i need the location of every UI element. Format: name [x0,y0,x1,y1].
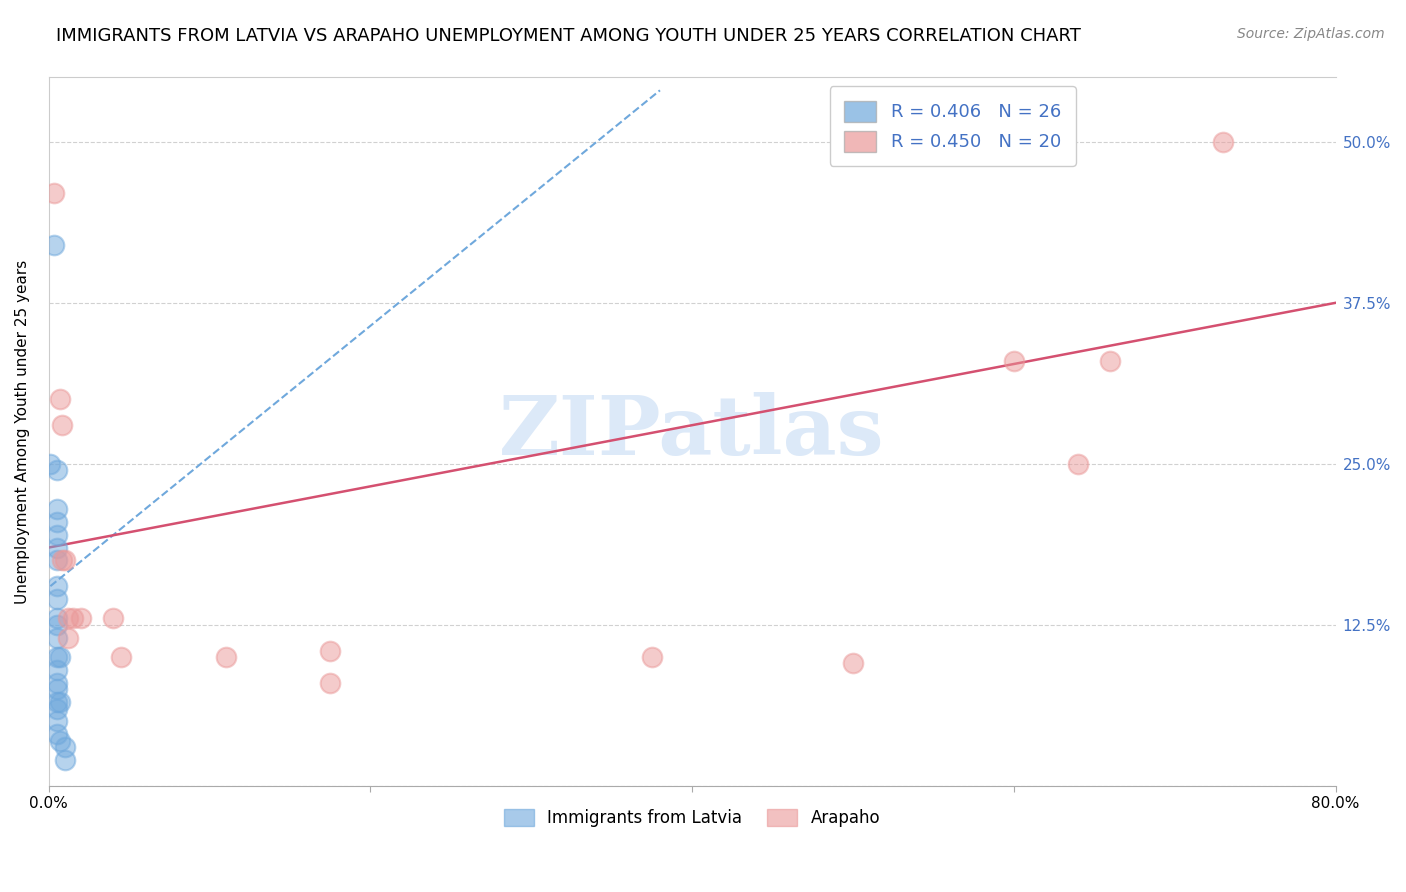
Point [45,695,67,709]
Point [45,502,67,516]
Point [45,515,67,529]
Point [319,675,342,690]
Point [641,650,664,665]
Point [42,186,65,201]
Point [45,663,67,677]
Point [45,617,67,632]
Point [70,611,93,625]
Text: Source: ZipAtlas.com: Source: ZipAtlas.com [1237,27,1385,41]
Point [42,238,65,252]
Point [45,527,67,541]
Point [45,675,67,690]
Point [1067,457,1090,471]
Point [39,457,62,471]
Point [45,541,67,555]
Point [62,611,84,625]
Point [45,553,67,567]
Point [1099,353,1122,368]
Point [1212,135,1234,149]
Point [53,753,76,767]
Point [49,392,72,407]
Point [51,418,73,433]
Point [49,650,72,665]
Legend: Immigrants from Latvia, Arapaho: Immigrants from Latvia, Arapaho [498,803,887,834]
Point [45,650,67,665]
Y-axis label: Unemployment Among Youth under 25 years: Unemployment Among Youth under 25 years [15,260,30,604]
Point [215,650,238,665]
Point [45,631,67,645]
Point [319,643,342,657]
Point [56,631,79,645]
Point [49,695,72,709]
Point [45,701,67,715]
Point [56,611,79,625]
Text: IMMIGRANTS FROM LATVIA VS ARAPAHO UNEMPLOYMENT AMONG YOUTH UNDER 25 YEARS CORREL: IMMIGRANTS FROM LATVIA VS ARAPAHO UNEMPL… [56,27,1081,45]
Point [45,579,67,593]
Point [49,733,72,747]
Text: ZIPatlas: ZIPatlas [499,392,884,472]
Point [101,611,124,625]
Point [53,553,76,567]
Point [45,611,67,625]
Point [53,740,76,755]
Point [45,592,67,607]
Point [45,682,67,697]
Point [842,657,865,671]
Point [51,553,73,567]
Point [1002,353,1025,368]
Point [45,463,67,477]
Point [45,727,67,741]
Point [45,714,67,729]
Point [110,650,132,665]
